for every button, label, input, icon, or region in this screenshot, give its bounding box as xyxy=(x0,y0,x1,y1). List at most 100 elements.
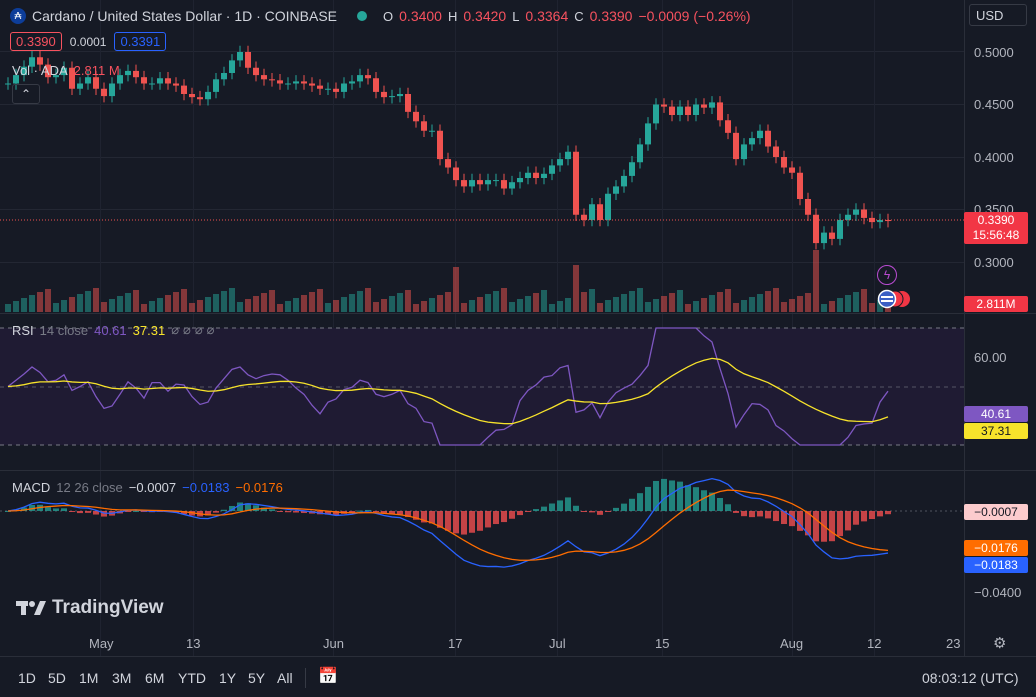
volume-bar xyxy=(749,297,755,312)
macd-hist-bar xyxy=(477,511,483,531)
candle xyxy=(773,146,779,157)
candle xyxy=(405,94,411,112)
macd-legend[interactable]: MACD 12 26 close −0.0007 −0.0183 −0.0176 xyxy=(12,480,283,495)
timeframe-all[interactable]: All xyxy=(277,670,293,686)
candle xyxy=(29,57,35,67)
macd-hist-bar xyxy=(749,511,755,518)
macd-hist-bar xyxy=(69,511,75,512)
macd-hist-bar xyxy=(573,505,579,511)
collapse-legend-button[interactable]: ⌃ xyxy=(12,84,40,104)
sell-button[interactable]: 0.3390 xyxy=(10,32,62,51)
candle xyxy=(101,88,107,97)
volume-bar xyxy=(429,298,435,312)
price-axis-label: 0.5000 xyxy=(974,45,1014,60)
candle xyxy=(525,172,531,178)
volume-bar xyxy=(509,302,515,312)
timeframe-1d[interactable]: 1D xyxy=(18,670,36,686)
macd-hist-bar xyxy=(717,497,723,511)
macd-hist-bar xyxy=(269,509,275,511)
candle xyxy=(293,81,299,84)
volume-bar xyxy=(117,296,123,312)
last-price: 0.3390 xyxy=(977,213,1015,227)
volume-bar xyxy=(645,302,651,312)
candle xyxy=(365,75,371,79)
tradingview-logo[interactable]: TradingView xyxy=(16,597,164,619)
volume-bar xyxy=(453,267,459,312)
candle xyxy=(717,102,723,121)
candle xyxy=(597,204,603,220)
timeframe-5y[interactable]: 5Y xyxy=(248,670,266,686)
candle xyxy=(573,151,579,215)
volume-bar xyxy=(357,291,363,312)
candle xyxy=(413,111,419,122)
candle xyxy=(469,180,475,187)
volume-tag: 2.811M xyxy=(964,296,1028,312)
macd-hist-bar xyxy=(805,511,811,536)
candle xyxy=(269,79,275,81)
date-range-icon[interactable]: 📅 xyxy=(318,668,338,685)
timeframe-1m[interactable]: 1M xyxy=(79,670,99,686)
candle xyxy=(885,220,891,222)
timeframe-5d[interactable]: 5D xyxy=(48,670,66,686)
macd-hist-bar xyxy=(781,511,787,525)
macd-hist-bar xyxy=(869,511,875,520)
macd-hist-bar xyxy=(797,511,803,531)
macd-hist-bar xyxy=(77,511,83,514)
date-label: Aug xyxy=(780,636,804,651)
macd-hist-bar xyxy=(669,480,675,511)
macd-hist-bar xyxy=(877,511,883,517)
date-label: 17 xyxy=(448,636,463,651)
candle xyxy=(341,83,347,92)
candle xyxy=(357,75,363,82)
last-price-tag: 0.3390 15:56:48 xyxy=(964,212,1028,244)
macd-hist-bar xyxy=(205,511,211,516)
macd-hist-bar xyxy=(29,504,35,511)
timeframe-1y[interactable]: 1Y xyxy=(219,670,237,686)
volume-bar xyxy=(85,291,91,312)
rsi-hidden-values-icon: ⌀⌀⌀⌀ xyxy=(171,322,219,337)
brand-name: TradingView xyxy=(52,597,164,618)
macd-hist-bar xyxy=(365,509,371,511)
buy-button[interactable]: 0.3391 xyxy=(114,32,167,51)
macd-hist-bar xyxy=(325,511,331,515)
clock[interactable]: 08:03:12 (UTC) xyxy=(922,670,1019,686)
macd-hist-bar xyxy=(581,511,587,512)
candle xyxy=(85,77,91,84)
timeframe-ytd[interactable]: YTD xyxy=(178,670,206,686)
macd-hist-bar xyxy=(693,487,699,511)
price-chart[interactable] xyxy=(0,0,964,656)
ohlc-h-label: H xyxy=(447,8,458,24)
candle xyxy=(749,138,755,145)
candle xyxy=(493,180,499,182)
volume-bar xyxy=(309,292,315,312)
volume-bar xyxy=(685,304,691,312)
macd-hist-bar xyxy=(597,511,603,515)
rsi-axis-label: 60.00 xyxy=(974,350,1007,365)
events-flag-icon[interactable] xyxy=(876,289,912,309)
symbol-title[interactable]: Cardano / United States Dollar · 1D · CO… xyxy=(32,8,338,24)
settings-gear-icon[interactable]: ⚙ xyxy=(993,635,1007,652)
macd-hist-bar xyxy=(701,490,707,511)
volume-bar xyxy=(285,301,291,312)
candle xyxy=(461,180,467,187)
macd-hist-bar xyxy=(637,493,643,511)
candle xyxy=(333,88,339,92)
date-label: Jun xyxy=(323,636,344,651)
currency-selector[interactable]: USD xyxy=(969,4,1027,26)
macd-hist-bar xyxy=(629,498,635,511)
lightning-icon[interactable]: ϟ xyxy=(877,265,897,285)
timeframe-3m[interactable]: 3M xyxy=(112,670,132,686)
volume-bar xyxy=(189,303,195,312)
candle xyxy=(693,104,699,115)
rsi-legend[interactable]: RSI 14 close 40.61 37.31 ⌀⌀⌀⌀ xyxy=(12,322,219,338)
price-axis-label: 0.4000 xyxy=(974,150,1014,165)
volume-bar xyxy=(725,289,731,312)
volume-bar xyxy=(877,300,883,312)
candle xyxy=(533,172,539,178)
volume-bar xyxy=(269,290,275,312)
macd-hist-bar xyxy=(285,511,291,513)
ohlc-l-label: L xyxy=(512,8,520,24)
ohlc-o-label: O xyxy=(383,8,394,24)
macd-hist-bar xyxy=(61,508,67,511)
timeframe-6m[interactable]: 6M xyxy=(145,670,165,686)
